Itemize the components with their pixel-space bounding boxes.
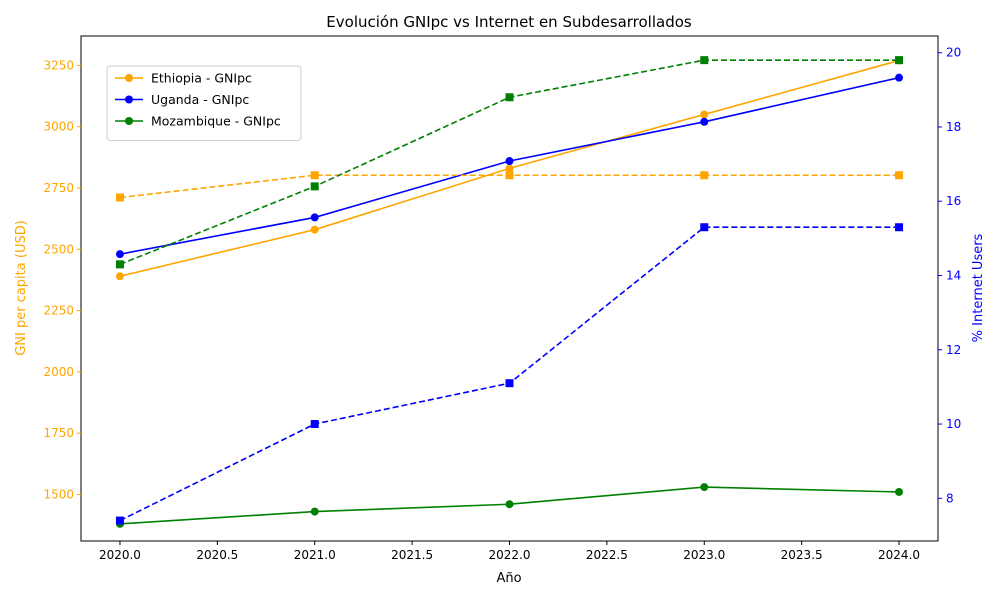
series-5-point-2 [505, 93, 514, 102]
y-left-tick-label-0: 1500 [43, 487, 74, 501]
y-left-tick-label-3: 2250 [43, 304, 74, 318]
legend-item-1: Uganda - GNIpc [115, 92, 249, 107]
legend-item-0: Ethiopia - GNIpc [115, 71, 252, 86]
series-3 [115, 171, 904, 202]
series-3-point-2 [505, 171, 514, 180]
y-right-axis-label: % Internet Users [971, 233, 986, 342]
y-right-tick-label-5: 18 [946, 120, 961, 134]
y-left-tick-label-7: 3250 [43, 58, 74, 72]
x-tick-label-5: 2022.5 [586, 548, 628, 562]
x-tick-label-6: 2023.0 [683, 548, 725, 562]
x-tick-label-3: 2021.5 [391, 548, 433, 562]
x-tick-label-0: 2020.0 [99, 548, 141, 562]
series-2-point-3 [700, 483, 709, 492]
legend-label-1: Uganda - GNIpc [151, 92, 249, 107]
legend-swatch-marker-0 [125, 74, 133, 82]
y-left-axis-label: GNI per capita (USD) [14, 220, 29, 356]
series-layer [115, 56, 904, 528]
series-4-point-1 [310, 420, 319, 429]
series-5-point-1 [310, 182, 319, 191]
y-left-tick-label-5: 2750 [43, 181, 74, 195]
legend-item-2: Mozambique - GNIpc [115, 114, 281, 129]
series-1-point-4 [895, 73, 904, 82]
y-right-tick-label-1: 10 [946, 417, 961, 431]
y-left-tick-label-1: 1750 [43, 426, 74, 440]
y-right-tick-label-4: 16 [946, 194, 961, 208]
series-4-point-2 [505, 379, 514, 388]
y-left-tick-label-2: 2000 [43, 365, 74, 379]
series-3-point-0 [115, 193, 124, 202]
series-3-point-3 [700, 171, 709, 180]
series-0-point-0 [115, 272, 124, 281]
y-left-tick-label-4: 2500 [43, 242, 74, 256]
y-right-axis: 8 10 12 14 16 18 20 [938, 46, 961, 505]
series-5 [115, 56, 904, 269]
series-2-point-1 [310, 507, 319, 516]
series-1 [115, 73, 904, 259]
y-left-axis: 1500 1750 2000 2250 2500 2750 3000 3250 [43, 58, 81, 501]
x-axis: 2020.0 2020.5 2021.0 2021.5 2022.0 2022.5 2023… [99, 541, 920, 562]
series-2-point-2 [505, 500, 514, 509]
legend-box [106, 65, 302, 141]
series-5-point-3 [700, 56, 709, 65]
x-tick-label-2: 2021.0 [294, 548, 336, 562]
series-3-point-4 [895, 171, 904, 180]
x-tick-label-7: 2023.5 [781, 548, 823, 562]
series-1-point-2 [505, 157, 514, 166]
series-5-point-4 [895, 56, 904, 65]
series-1-point-1 [310, 213, 319, 222]
series-0-point-2 [505, 164, 514, 173]
series-2-point-4 [895, 487, 904, 496]
legend: Ethiopia - GNIpc Uganda - GNIpc Mozambique… [106, 65, 302, 141]
y-right-tick-label-0: 8 [946, 491, 954, 505]
x-tick-label-1: 2020.5 [196, 548, 238, 562]
legend-label-0: Ethiopia - GNIpc [151, 71, 252, 86]
y-left-tick-label-6: 3000 [43, 120, 74, 134]
y-right-tick-label-3: 14 [946, 269, 961, 283]
series-3-point-1 [310, 171, 319, 180]
chart-title: Evolución GNIpc vs Internet en Subdesarr… [326, 13, 692, 31]
series-0-point-3 [700, 110, 709, 119]
series-4-point-4 [895, 223, 904, 232]
y-right-tick-label-2: 12 [946, 343, 961, 357]
legend-swatch-marker-2 [125, 117, 133, 125]
x-tick-label-8: 2024.0 [878, 548, 920, 562]
series-1-point-0 [115, 250, 124, 259]
legend-label-2: Mozambique - GNIpc [151, 114, 281, 129]
series-0-point-1 [310, 225, 319, 234]
series-4 [115, 223, 904, 525]
series-4-point-0 [115, 516, 124, 525]
y-right-tick-label-6: 20 [946, 46, 961, 60]
series-4-point-3 [700, 223, 709, 232]
series-5-point-0 [115, 260, 124, 269]
x-axis-label: Año [496, 571, 521, 586]
series-1-point-3 [700, 117, 709, 126]
x-tick-label-4: 2022.0 [489, 548, 531, 562]
legend-swatch-marker-1 [125, 95, 133, 104]
